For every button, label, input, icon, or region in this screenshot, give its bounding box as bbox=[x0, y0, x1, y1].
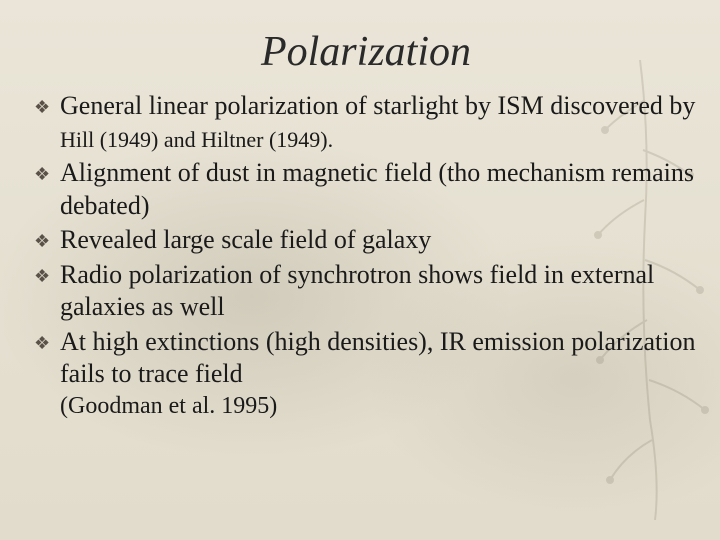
bullet-list: ❖ General linear polarization of starlig… bbox=[34, 90, 698, 391]
bullet-text: Revealed large scale field of galaxy bbox=[60, 225, 431, 254]
bullet-marker-icon: ❖ bbox=[34, 265, 50, 288]
bullet-ref: Hill (1949) and Hiltner (1949). bbox=[60, 127, 333, 152]
bullet-text: General linear polarization of starlight… bbox=[60, 91, 695, 120]
list-item: ❖ Alignment of dust in magnetic field (t… bbox=[34, 157, 698, 222]
bullet-text: Alignment of dust in magnetic field (tho… bbox=[60, 158, 694, 220]
bullet-marker-icon: ❖ bbox=[34, 163, 50, 186]
list-item: ❖ General linear polarization of starlig… bbox=[34, 90, 698, 155]
bullet-text: At high extinctions (high densities), IR… bbox=[60, 327, 695, 389]
bullet-marker-icon: ❖ bbox=[34, 332, 50, 355]
slide-container: Polarization ❖ General linear polarizati… bbox=[0, 0, 720, 540]
bullet-marker-icon: ❖ bbox=[34, 230, 50, 253]
bullet-text: Radio polarization of synchrotron shows … bbox=[60, 260, 654, 322]
footnote-citation: (Goodman et al. 1995) bbox=[34, 393, 698, 420]
list-item: ❖ Radio polarization of synchrotron show… bbox=[34, 259, 698, 324]
list-item: ❖ At high extinctions (high densities), … bbox=[34, 326, 698, 391]
list-item: ❖ Revealed large scale field of galaxy bbox=[34, 224, 698, 257]
bullet-marker-icon: ❖ bbox=[34, 96, 50, 119]
slide-title: Polarization bbox=[34, 28, 698, 76]
